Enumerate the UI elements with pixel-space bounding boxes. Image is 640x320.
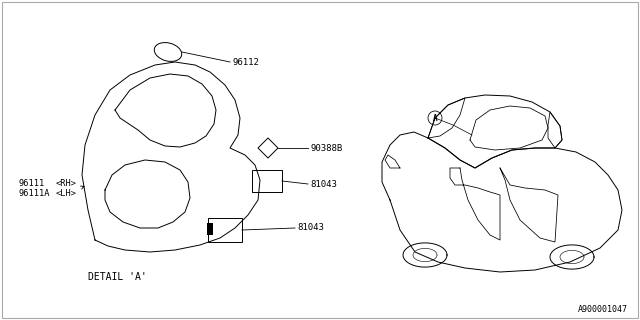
Text: 96111: 96111 xyxy=(18,179,44,188)
Bar xyxy=(208,218,242,242)
Text: 90388B: 90388B xyxy=(310,143,342,153)
Bar xyxy=(252,170,282,192)
Text: 96112: 96112 xyxy=(232,58,259,67)
Text: A: A xyxy=(433,114,437,123)
Bar xyxy=(207,223,213,235)
Text: <RH>: <RH> xyxy=(56,179,77,188)
Text: <LH>: <LH> xyxy=(56,188,77,197)
Text: 81043: 81043 xyxy=(297,223,324,233)
Text: 96111A: 96111A xyxy=(18,188,49,197)
Text: A900001047: A900001047 xyxy=(578,305,628,314)
Text: 81043: 81043 xyxy=(310,180,337,188)
Text: DETAIL 'A': DETAIL 'A' xyxy=(88,272,147,282)
